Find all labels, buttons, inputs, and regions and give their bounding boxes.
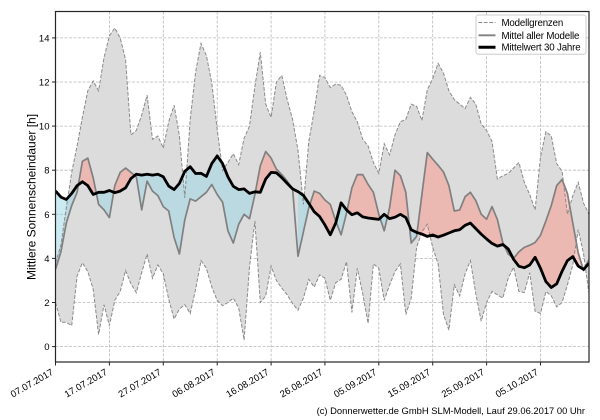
- svg-text:Mittelwert 30 Jahre: Mittelwert 30 Jahre: [502, 43, 581, 54]
- svg-text:8: 8: [44, 166, 49, 177]
- svg-text:Modellgrenzen: Modellgrenzen: [502, 18, 564, 29]
- svg-text:Mittel aller Modelle: Mittel aller Modelle: [502, 31, 580, 42]
- svg-text:0: 0: [44, 342, 49, 353]
- svg-text:10: 10: [39, 122, 50, 133]
- svg-text:(c) Donnerwetter.de GmbH SLM-M: (c) Donnerwetter.de GmbH SLM-Modell, Lau…: [317, 405, 585, 416]
- svg-text:12: 12: [39, 78, 50, 89]
- svg-text:Mittlere Sonnenscheindauer [h]: Mittlere Sonnenscheindauer [h]: [25, 114, 39, 280]
- svg-text:2: 2: [44, 298, 49, 309]
- svg-text:4: 4: [44, 254, 49, 265]
- svg-text:6: 6: [44, 210, 49, 221]
- svg-text:14: 14: [39, 33, 50, 44]
